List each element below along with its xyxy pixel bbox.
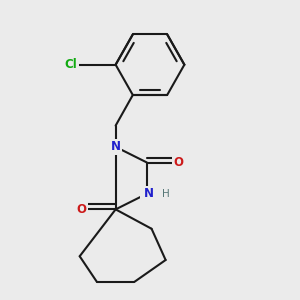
Text: O: O — [76, 203, 86, 216]
Text: N: N — [142, 187, 152, 200]
Text: H: H — [162, 189, 170, 199]
Text: N: N — [111, 140, 121, 153]
Text: N: N — [143, 187, 153, 200]
Text: Cl: Cl — [65, 58, 77, 71]
Text: O: O — [173, 156, 183, 169]
